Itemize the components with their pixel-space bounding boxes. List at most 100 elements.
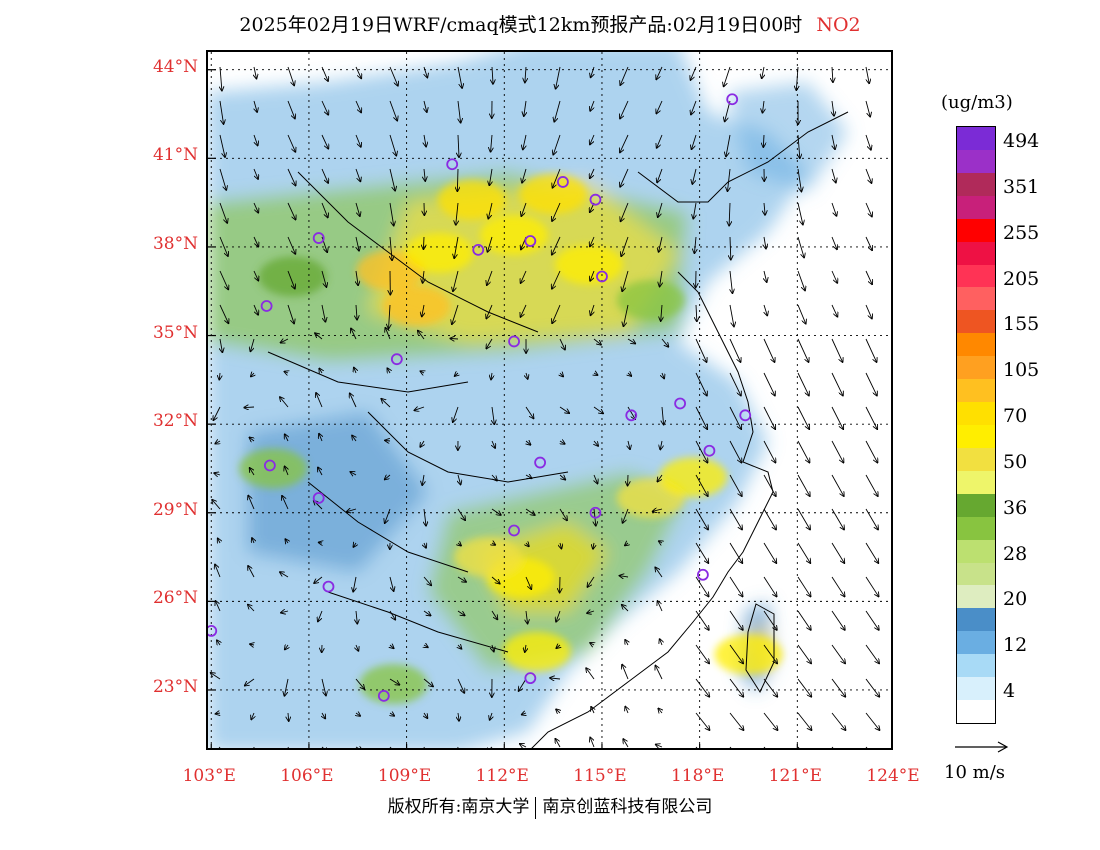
wind-vector <box>389 134 396 156</box>
copyright-right: 南京创蓝科技有限公司 <box>542 797 713 817</box>
wind-vector <box>424 134 426 147</box>
wind-vector <box>422 474 424 485</box>
legend-swatch <box>957 677 995 701</box>
wind-vector <box>282 496 289 510</box>
wind-vector <box>281 339 289 343</box>
wind-vector <box>424 66 427 77</box>
wind-vector <box>525 508 535 515</box>
legend-swatch <box>957 654 995 678</box>
wind-vector <box>865 372 877 396</box>
wind-vector <box>622 605 629 612</box>
title-main: 2025年02月19日WRF/cmaq模式12km预报产品:02月19日00时 <box>239 14 803 36</box>
wind-vector <box>424 645 428 647</box>
wind-vector <box>763 576 777 596</box>
wind-vector <box>424 543 426 548</box>
legend-swatch <box>957 149 995 174</box>
wind-vector <box>219 270 228 289</box>
wind-vector <box>865 644 879 663</box>
wind-vector <box>693 202 696 219</box>
wind-vector <box>729 508 742 530</box>
wind-vector <box>656 744 663 747</box>
legend-value: 36 <box>1003 496 1028 519</box>
legend-swatch <box>957 241 995 266</box>
legend-swatch <box>957 539 995 564</box>
wind-vector <box>458 712 459 721</box>
wind-vector <box>657 168 663 182</box>
wind-vector <box>865 610 879 630</box>
wind-vector <box>695 576 709 596</box>
wind-vector <box>587 576 595 587</box>
wind-vector <box>350 472 357 475</box>
wind-vector <box>695 372 707 396</box>
wind-vector <box>628 373 631 376</box>
wind-vector <box>591 707 594 714</box>
wind-vector <box>525 66 526 82</box>
wind-vector <box>831 474 844 496</box>
wind-vector <box>729 576 743 596</box>
wind-vector <box>590 134 595 144</box>
wind-vector <box>487 270 493 285</box>
wind-vector <box>797 304 806 324</box>
longitude-label: 112°E <box>475 766 529 786</box>
wind-vector <box>492 440 495 448</box>
wind-vector <box>726 134 731 156</box>
wind-vector <box>695 746 698 748</box>
wind-vector <box>831 644 845 663</box>
wind-vector <box>253 270 258 281</box>
wind-vector <box>525 406 534 418</box>
wind-vector <box>797 236 804 257</box>
wind-vector <box>729 610 743 630</box>
wind-vector <box>658 708 662 713</box>
city-station-marker <box>625 409 638 422</box>
wind-vector <box>211 673 221 680</box>
wind-vector <box>763 508 776 530</box>
wind-vector <box>729 712 744 730</box>
wind-vector <box>622 665 629 680</box>
wind-vector <box>355 168 360 181</box>
wind-vector <box>865 406 877 429</box>
wind-vector <box>622 270 629 291</box>
coastline <box>267 111 849 748</box>
wind-vector <box>556 645 560 648</box>
wind-vector <box>248 566 255 578</box>
wind-vector <box>219 168 226 190</box>
wind-vector <box>655 567 663 578</box>
wind-vector <box>620 134 629 152</box>
longitude-label: 109°E <box>377 766 432 786</box>
wind-vector <box>254 66 256 79</box>
wind-vector <box>350 393 357 408</box>
wind-vector <box>625 640 628 646</box>
wind-vector <box>552 304 561 323</box>
wind-vector <box>458 543 461 546</box>
legend-swatch <box>957 425 995 449</box>
wind-vector <box>865 236 872 250</box>
wind-vector <box>285 645 288 649</box>
wind-vector <box>660 639 662 646</box>
wind-vector <box>594 373 597 375</box>
latitude-label: 35°N <box>152 322 198 343</box>
wind-vector <box>590 100 595 111</box>
wind-vector <box>250 644 254 645</box>
wind-vector <box>491 576 500 584</box>
wind-vector <box>355 747 362 748</box>
wind-vector <box>453 406 459 422</box>
city-station-marker <box>377 689 390 702</box>
wind-vector <box>389 168 395 191</box>
wind-vector <box>725 100 731 121</box>
wind-vector <box>280 572 289 578</box>
wind-vector <box>420 371 424 373</box>
wind-vector <box>695 542 708 563</box>
wind-vector <box>319 368 322 373</box>
wind-vector <box>450 338 459 339</box>
wind-vector <box>219 100 224 124</box>
wind-vector <box>552 236 561 255</box>
wind-vector <box>831 508 844 530</box>
wind-vector <box>253 168 258 179</box>
legend-swatch <box>957 608 995 632</box>
concentration-hotspot <box>714 634 783 675</box>
wind-vector <box>488 202 493 219</box>
city-station-marker <box>508 335 520 348</box>
wind-vector <box>220 66 222 91</box>
wind-vector <box>525 644 526 652</box>
city-stations <box>208 93 752 702</box>
